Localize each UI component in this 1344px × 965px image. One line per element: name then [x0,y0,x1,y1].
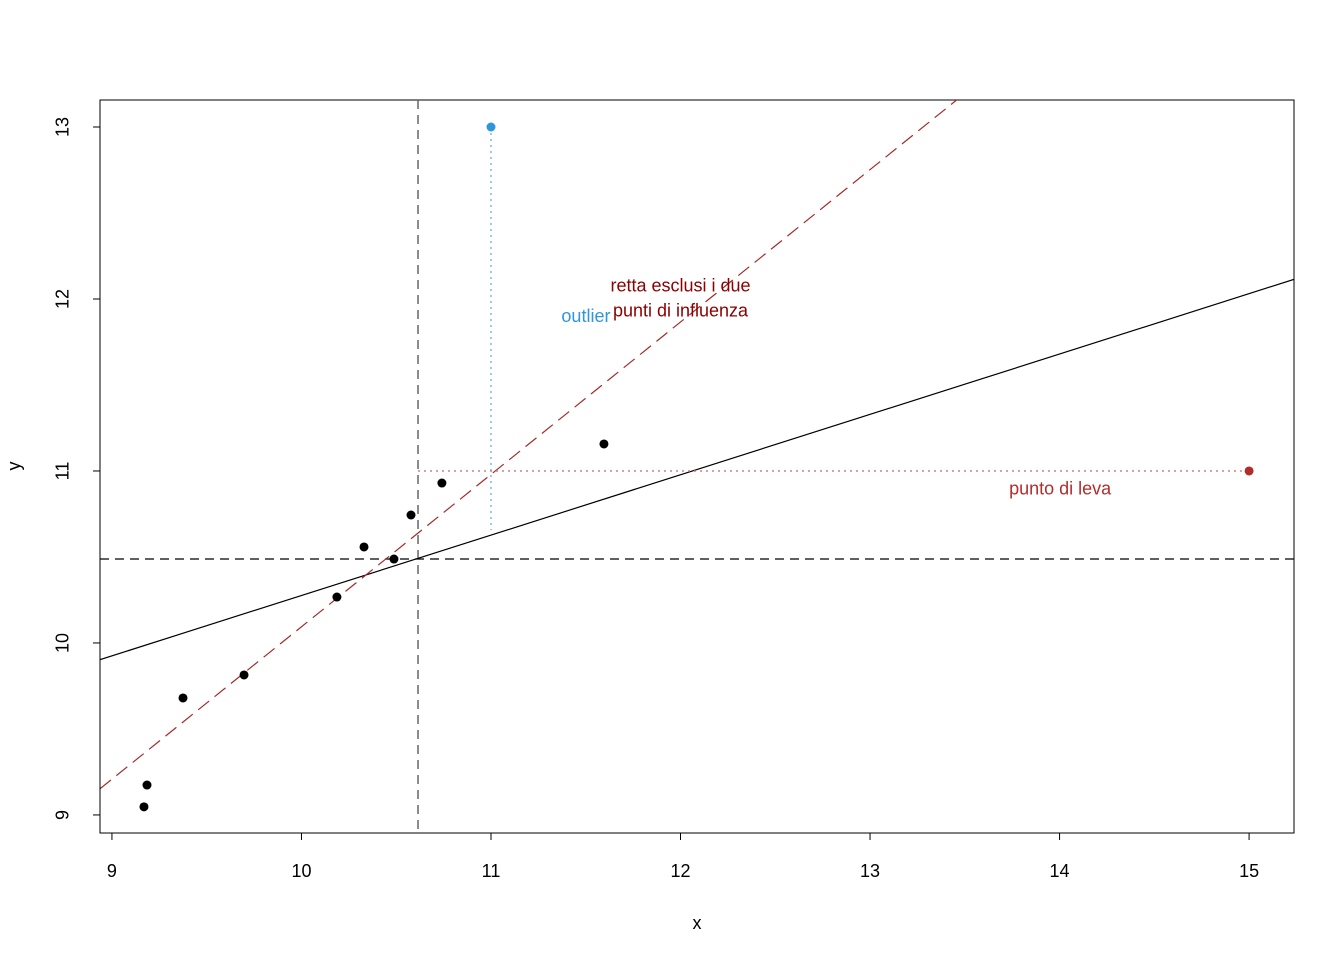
outlier-point [486,122,496,132]
y-tick-label: 13 [53,117,73,137]
regression-line [100,100,958,790]
y-axis-label: y [4,462,24,471]
leverage-point [1244,466,1254,476]
y-tick-label: 11 [53,462,73,481]
x-axis-label: x [693,913,702,933]
annotation: punto di leva [1009,479,1112,499]
data-point [178,693,188,703]
x-tick-label: 14 [1050,861,1070,881]
y-tick-label: 12 [53,289,73,309]
plot-area [100,100,1294,833]
data-point [389,554,399,564]
data-point [332,592,342,602]
x-tick-label: 11 [482,861,501,881]
x-tick-label: 12 [670,861,690,881]
x-tick-label: 13 [860,861,880,881]
data-point [437,478,447,488]
annotation: punti di influenza [613,301,749,321]
data-point [139,802,149,812]
data-point [599,439,609,449]
x-tick-label: 10 [291,861,311,881]
x-tick-label: 9 [107,861,117,881]
y-tick-label: 9 [53,810,73,820]
regression-line [100,278,1294,661]
plot-box [99,99,1295,834]
y-tick-label: 10 [53,633,73,653]
annotation: outlier [561,306,610,326]
annotation: retta esclusi i due [610,276,750,296]
data-point [359,542,369,552]
data-point [142,780,152,790]
data-point [406,510,416,520]
x-tick-label: 15 [1239,861,1259,881]
data-point [239,670,249,680]
